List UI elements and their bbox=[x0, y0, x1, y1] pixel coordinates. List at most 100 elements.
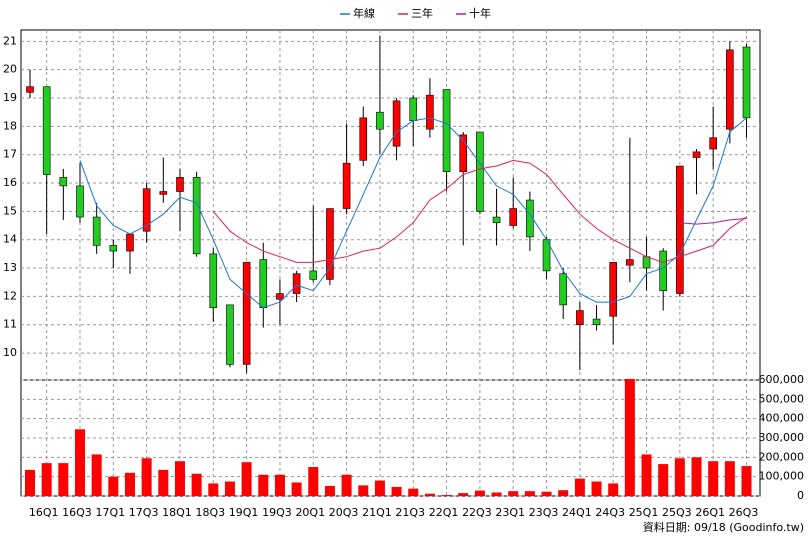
candle-body bbox=[259, 259, 268, 309]
y-tick-label: 16 bbox=[3, 176, 17, 189]
volume-bar bbox=[291, 482, 302, 496]
volume-bar bbox=[608, 483, 619, 496]
candle-body bbox=[676, 165, 684, 294]
y2-tick-label: 100,000 bbox=[759, 470, 805, 483]
volume-bar bbox=[474, 490, 485, 496]
volume-bar bbox=[124, 472, 135, 496]
volume-bar bbox=[574, 478, 585, 496]
volume-bar bbox=[324, 485, 335, 496]
candle-body bbox=[709, 137, 717, 150]
ma-line bbox=[679, 218, 747, 225]
volume-bar bbox=[141, 458, 152, 496]
volume-bar bbox=[341, 474, 352, 496]
volume-bar bbox=[174, 461, 185, 496]
volume-bar bbox=[591, 481, 602, 496]
volume-bar bbox=[441, 495, 452, 496]
footer: 資料日期: 09/18 (Goodinfo.tw) bbox=[643, 520, 804, 534]
candle-body bbox=[642, 256, 651, 269]
candle-body bbox=[209, 253, 218, 309]
y2-tick-label: 400,000 bbox=[759, 412, 805, 425]
candle-body bbox=[442, 89, 451, 173]
y-tick-label: 10 bbox=[3, 346, 17, 359]
volume-bar bbox=[674, 458, 685, 496]
candle-body bbox=[176, 177, 184, 192]
candle-body bbox=[509, 208, 518, 226]
candle-body bbox=[526, 199, 534, 238]
candle-body bbox=[376, 111, 384, 130]
candle-body bbox=[76, 185, 84, 218]
volume-bar bbox=[358, 485, 369, 496]
volume-bar bbox=[108, 476, 119, 496]
volume-bar bbox=[208, 483, 219, 496]
candle-body bbox=[459, 134, 468, 173]
legend-label: 十年 bbox=[469, 6, 491, 20]
y-tick-label: 15 bbox=[3, 204, 17, 217]
x-tick-label: 19Q1 bbox=[229, 506, 259, 519]
y2-tick-label: 600,000 bbox=[759, 373, 805, 386]
volume-bar bbox=[41, 463, 52, 496]
x-tick-label: 20Q3 bbox=[329, 506, 359, 519]
candle-body bbox=[59, 177, 68, 187]
legend-label: 年線 bbox=[353, 6, 375, 20]
candle-body bbox=[626, 259, 634, 266]
volume-bar bbox=[158, 469, 169, 496]
y-tick-label: 12 bbox=[3, 289, 17, 302]
x-tick-label: 18Q1 bbox=[162, 506, 192, 519]
y-tick-label: 20 bbox=[3, 63, 17, 76]
candle-body bbox=[576, 310, 584, 326]
candle-body bbox=[692, 151, 701, 158]
legend-label: 三年 bbox=[411, 6, 433, 20]
x-tick-label: 25Q3 bbox=[662, 506, 692, 519]
volume-bar bbox=[524, 491, 535, 496]
candle-body bbox=[159, 191, 168, 195]
ma-line bbox=[212, 159, 747, 263]
volume-bar bbox=[274, 474, 285, 496]
volume-bar bbox=[241, 462, 252, 496]
x-tick-label: 24Q1 bbox=[562, 506, 592, 519]
volume-bar bbox=[624, 379, 635, 496]
y2-tick-label: 0 bbox=[797, 489, 804, 502]
y2-tick-label: 300,000 bbox=[759, 431, 805, 444]
candle-body bbox=[592, 318, 601, 326]
volume-bar bbox=[374, 480, 385, 496]
volume-bar bbox=[58, 463, 69, 496]
x-tick-label: 22Q3 bbox=[462, 506, 492, 519]
volume-bar bbox=[391, 486, 402, 496]
x-tick-label: 17Q3 bbox=[129, 506, 159, 519]
volume-bar bbox=[558, 490, 569, 496]
candle-body bbox=[392, 100, 401, 147]
candle-body bbox=[476, 131, 484, 212]
candle-body bbox=[659, 250, 667, 292]
candle-body bbox=[326, 208, 334, 280]
candle-body bbox=[92, 216, 101, 246]
y-tick-label: 18 bbox=[3, 119, 17, 132]
candle-body bbox=[309, 270, 318, 280]
x-tick-label: 17Q1 bbox=[95, 506, 125, 519]
volume-bar bbox=[224, 481, 235, 496]
x-tick-label: 23Q3 bbox=[529, 506, 559, 519]
plot-frame bbox=[20, 29, 761, 497]
candle-body bbox=[42, 86, 51, 175]
volume-bar bbox=[408, 488, 419, 496]
candle-body bbox=[426, 94, 434, 130]
candle-body bbox=[742, 46, 751, 119]
candle-body bbox=[142, 188, 151, 232]
volume-bar bbox=[641, 454, 652, 496]
candle-body bbox=[359, 117, 368, 161]
volume-bar bbox=[191, 473, 202, 496]
x-tick-label: 26Q1 bbox=[695, 506, 725, 519]
volume-bar bbox=[308, 467, 319, 496]
volume-bar bbox=[491, 492, 502, 496]
volume-bar bbox=[424, 493, 435, 496]
candle-body bbox=[409, 97, 418, 121]
candle-body bbox=[292, 273, 301, 294]
volume-bar bbox=[741, 466, 752, 496]
candle-body bbox=[26, 86, 34, 93]
volume-bar bbox=[541, 491, 552, 496]
candle-body bbox=[559, 273, 568, 306]
volume-bar bbox=[724, 461, 735, 496]
y2-tick-label: 200,000 bbox=[759, 450, 805, 463]
x-tick-label: 21Q3 bbox=[395, 506, 425, 519]
x-tick-label: 18Q3 bbox=[195, 506, 225, 519]
y2-tick-label: 500,000 bbox=[759, 392, 805, 405]
